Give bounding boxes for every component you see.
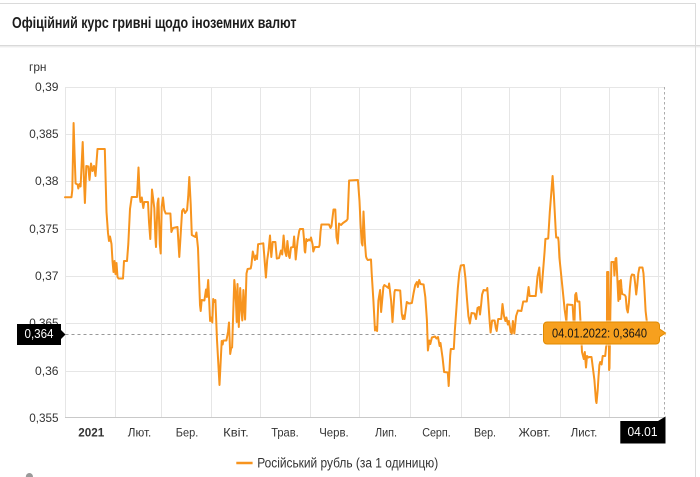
svg-text:0,38: 0,38 bbox=[35, 174, 59, 188]
svg-text:Жовт.: Жовт. bbox=[519, 425, 551, 439]
svg-text:Вер.: Вер. bbox=[474, 425, 496, 439]
svg-text:0,375: 0,375 bbox=[29, 222, 59, 236]
svg-text:Лист.: Лист. bbox=[571, 425, 598, 439]
svg-text:грн: грн bbox=[29, 60, 47, 74]
svg-text:0,39: 0,39 bbox=[35, 80, 59, 94]
svg-text:Бер.: Бер. bbox=[176, 425, 199, 439]
svg-text:Квіт.: Квіт. bbox=[223, 425, 249, 439]
svg-text:0,385: 0,385 bbox=[29, 127, 59, 141]
svg-text:Лют.: Лют. bbox=[128, 425, 152, 439]
svg-text:0,36: 0,36 bbox=[35, 364, 59, 378]
svg-text:Серп.: Серп. bbox=[422, 425, 451, 439]
svg-text:04.01: 04.01 bbox=[628, 424, 658, 439]
svg-text:Офіційний курс гривні щодо іно: Офіційний курс гривні щодо іноземних вал… bbox=[12, 15, 297, 32]
svg-text:Лип.: Лип. bbox=[375, 425, 397, 439]
svg-text:04.01.2022: 0,3640: 04.01.2022: 0,3640 bbox=[552, 327, 647, 341]
svg-text:2021: 2021 bbox=[78, 425, 104, 439]
svg-text:0,355: 0,355 bbox=[29, 411, 59, 425]
svg-text:0,364: 0,364 bbox=[25, 326, 54, 341]
svg-text:Черв.: Черв. bbox=[319, 425, 349, 439]
svg-text:Російський рубль (за 1 одиницю: Російський рубль (за 1 одиницю) bbox=[257, 456, 438, 471]
svg-text:0,37: 0,37 bbox=[35, 269, 59, 283]
svg-text:Трав.: Трав. bbox=[271, 425, 299, 439]
